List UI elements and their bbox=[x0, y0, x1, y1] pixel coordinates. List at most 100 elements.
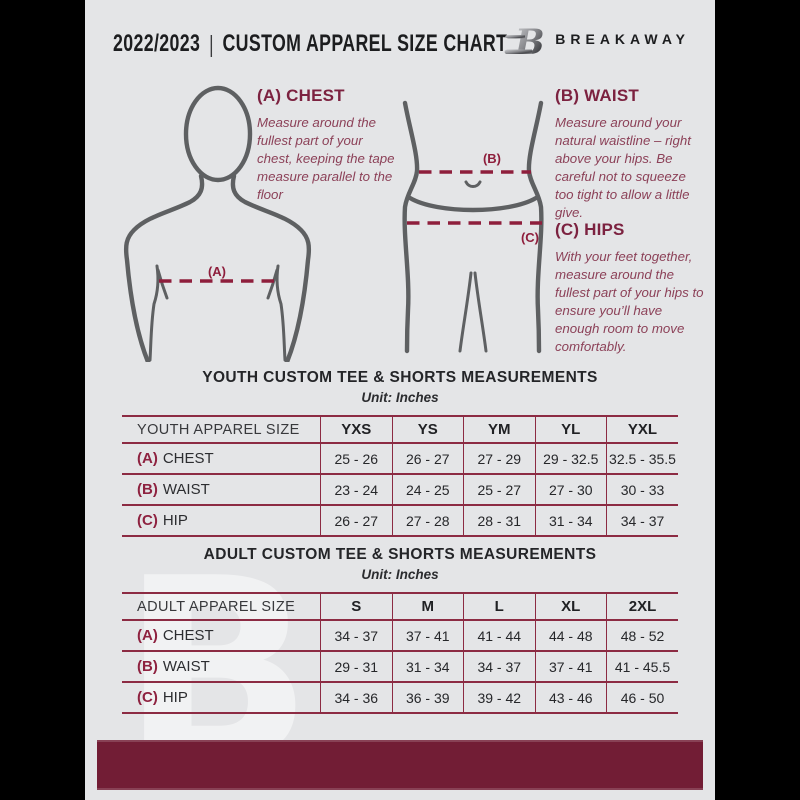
row-label: CHEST bbox=[162, 450, 214, 468]
row-label-cell: (C) HIP bbox=[122, 682, 321, 713]
row-label-cell: (B) WAIST bbox=[122, 651, 321, 682]
row-label: HIP bbox=[162, 689, 188, 707]
figure-left-armpit-tick bbox=[156, 268, 169, 300]
chest-instruction-block: (A) CHEST Measure around the fullest par… bbox=[257, 86, 395, 204]
row-label: WAIST bbox=[162, 481, 210, 499]
figure-right-leg-line bbox=[473, 271, 488, 353]
size-chart-page: B 2022/2023 | CUSTOM APPAREL SIZE CHART … bbox=[85, 0, 715, 800]
figure-left-shoulder-arm bbox=[123, 173, 205, 362]
row-label: CHEST bbox=[162, 627, 214, 645]
row-label-cell: (A) CHEST bbox=[122, 443, 321, 474]
size-header-cell: 2XL bbox=[606, 593, 678, 621]
size-header-cell: YXS bbox=[320, 416, 392, 444]
youth-table-section: YOUTH CUSTOM TEE & SHORTS MEASUREMENTS U… bbox=[85, 369, 715, 538]
value-cell: 24 - 25 bbox=[391, 474, 464, 506]
waist-instruction-text: Measure around your natural waistline – … bbox=[555, 115, 691, 221]
size-header-cell: L bbox=[463, 593, 535, 621]
page-title: CUSTOM APPAREL SIZE CHART bbox=[222, 30, 508, 57]
size-header-cell: M bbox=[391, 593, 464, 621]
adult-size-table: ADULT APPAREL SIZE S M L XL 2XL (A) CHEST… bbox=[122, 592, 678, 715]
row-key: (B) bbox=[137, 658, 158, 676]
chest-instruction-heading: (A) CHEST bbox=[257, 86, 345, 105]
size-header-cell: YS bbox=[391, 416, 464, 444]
value-cell: 41 - 44 bbox=[463, 620, 535, 652]
value-cell: 30 - 33 bbox=[606, 474, 678, 506]
table-row-waist: (B) WAIST 29 - 31 31 - 34 34 - 37 37 - 41… bbox=[122, 651, 678, 683]
value-cell: 26 - 27 bbox=[320, 505, 392, 537]
logo-base-bar bbox=[504, 49, 533, 54]
row-key: (A) bbox=[137, 450, 158, 468]
value-cell: 44 - 48 bbox=[534, 620, 607, 652]
brand-name: BREAKAWAY bbox=[555, 31, 690, 47]
value-cell: 37 - 41 bbox=[534, 651, 607, 683]
adult-table-title: ADULT CUSTOM TEE & SHORTS MEASUREMENTS bbox=[203, 546, 597, 563]
row-label: HIP bbox=[162, 512, 188, 530]
figure-head-outline bbox=[183, 85, 253, 183]
value-cell: 27 - 30 bbox=[534, 474, 607, 506]
value-cell: 34 - 37 bbox=[320, 620, 392, 652]
value-cell: 32.5 - 35.5 bbox=[606, 443, 678, 475]
page-header: 2022/2023 | CUSTOM APPAREL SIZE CHART bbox=[113, 30, 507, 58]
value-cell: 31 - 34 bbox=[391, 651, 464, 683]
value-cell: 39 - 42 bbox=[463, 682, 535, 714]
figure-navel bbox=[464, 180, 482, 188]
value-cell: 29 - 31 bbox=[320, 651, 392, 683]
adult-unit-label: Unit: Inches bbox=[361, 566, 439, 582]
table-row-hip: (C) HIP 34 - 36 36 - 39 39 - 42 43 - 46 4… bbox=[122, 682, 678, 714]
upper-body-figure: (A) bbox=[123, 85, 312, 362]
youth-size-table: YOUTH APPAREL SIZE YXS YS YM YL YXL (A) C… bbox=[122, 415, 678, 538]
value-cell: 43 - 46 bbox=[534, 682, 607, 714]
season-label: 2022/2023 bbox=[113, 30, 201, 57]
brand-logo-group: B BREAKAWAY bbox=[500, 16, 690, 62]
value-cell: 27 - 28 bbox=[391, 505, 464, 537]
value-cell: 25 - 27 bbox=[463, 474, 535, 506]
value-cell: 34 - 36 bbox=[320, 682, 392, 714]
size-header-cell: XL bbox=[534, 593, 607, 621]
size-header-cell: YM bbox=[463, 416, 535, 444]
size-column-header: ADULT APPAREL SIZE bbox=[137, 598, 296, 615]
value-cell: 48 - 52 bbox=[606, 620, 678, 652]
size-column-header: YOUTH APPAREL SIZE bbox=[137, 421, 300, 438]
table-row-waist: (B) WAIST 23 - 24 24 - 25 25 - 27 27 - 30… bbox=[122, 474, 678, 506]
figure-left-leg-line bbox=[458, 271, 473, 353]
waist-instruction-heading: (B) WAIST bbox=[555, 86, 639, 105]
value-cell: 26 - 27 bbox=[391, 443, 464, 475]
value-cell: 31 - 34 bbox=[534, 505, 607, 537]
row-label-cell: (A) CHEST bbox=[122, 620, 321, 651]
hips-instruction-text: With your feet together, measure around … bbox=[555, 249, 704, 355]
value-cell: 34 - 37 bbox=[606, 505, 678, 537]
size-header-cell: YL bbox=[534, 416, 607, 444]
hip-line-label: (C) bbox=[521, 230, 539, 245]
value-cell: 28 - 31 bbox=[463, 505, 535, 537]
value-cell: 23 - 24 bbox=[320, 474, 392, 506]
value-cell: 25 - 26 bbox=[320, 443, 392, 475]
value-cell: 41 - 45.5 bbox=[606, 651, 678, 683]
row-key: (B) bbox=[137, 481, 158, 499]
table-header-row: YOUTH APPAREL SIZE YXS YS YM YL YXL bbox=[122, 416, 678, 444]
youth-unit-label: Unit: Inches bbox=[361, 389, 439, 405]
row-key: (C) bbox=[137, 689, 158, 707]
chest-instruction-text: Measure around the fullest part of your … bbox=[257, 115, 395, 203]
adult-table-section: ADULT CUSTOM TEE & SHORTS MEASUREMENTS U… bbox=[85, 546, 715, 715]
row-label: WAIST bbox=[162, 658, 210, 676]
value-cell: 29 - 32.5 bbox=[534, 443, 607, 475]
table-row-chest: (A) CHEST 34 - 37 37 - 41 41 - 44 44 - 48… bbox=[122, 620, 678, 652]
figure-right-armpit-tick bbox=[266, 268, 279, 300]
row-key: (A) bbox=[137, 627, 158, 645]
figure-right-shoulder-arm bbox=[230, 173, 312, 362]
table-header-row: ADULT APPAREL SIZE S M L XL 2XL bbox=[122, 593, 678, 621]
row-key: (C) bbox=[137, 512, 158, 530]
value-cell: 46 - 50 bbox=[606, 682, 678, 714]
waist-instruction-block: (B) WAIST Measure around your natural wa… bbox=[555, 86, 707, 222]
logo-b-glyph: B bbox=[514, 22, 545, 62]
figure-left-armpit bbox=[148, 264, 160, 362]
table-row-chest: (A) CHEST 25 - 26 26 - 27 27 - 29 29 - 32… bbox=[122, 443, 678, 475]
row-label-cell: (C) HIP bbox=[122, 505, 321, 536]
lower-body-figure: (B) (C) bbox=[402, 100, 544, 354]
row-label-cell: (B) WAIST bbox=[122, 474, 321, 505]
figure-left-side bbox=[402, 100, 420, 354]
value-cell: 34 - 37 bbox=[463, 651, 535, 683]
title-divider: | bbox=[209, 30, 214, 57]
chest-line-label: (A) bbox=[208, 264, 226, 279]
